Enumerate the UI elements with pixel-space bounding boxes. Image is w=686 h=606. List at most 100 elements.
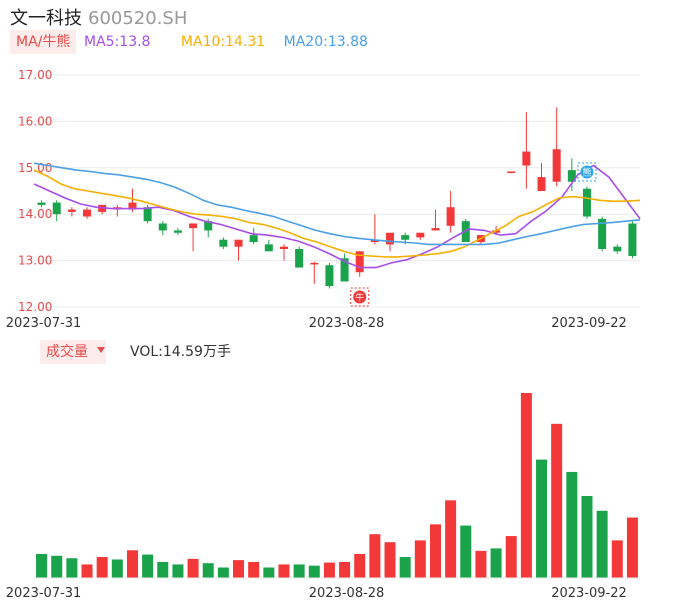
bull-marker-badge (353, 290, 367, 304)
bear-marker-badge (580, 165, 594, 179)
volume-bar (626, 517, 638, 578)
volume-bar (187, 558, 199, 578)
candle-body (325, 265, 334, 287)
ma-toggle-button[interactable]: MA/牛熊 (10, 30, 77, 54)
candle-body (628, 223, 637, 256)
volume-bar (36, 553, 48, 578)
volume-value: VOL:14.59万手 (130, 344, 231, 360)
volume-bar (460, 525, 472, 578)
candle-body (355, 251, 364, 273)
volume-bar (217, 567, 229, 578)
price-tick-label: 13.00 (18, 254, 52, 268)
volume-bar (111, 559, 123, 578)
ma20-label: MA20:13.88 (283, 34, 368, 50)
stock-code: 600520.SH (88, 8, 188, 29)
ma5-line (33, 164, 641, 269)
volume-bar (505, 536, 517, 578)
volume-bar (596, 510, 608, 578)
volume-toggle-button[interactable]: 成交量 (40, 340, 106, 364)
candle-body (234, 239, 243, 247)
price-date-label: 2023-07-31 (6, 316, 82, 331)
candle-body (340, 258, 349, 282)
volume-bar (81, 564, 93, 578)
price-date-label: 2023-09-22 (551, 316, 627, 331)
volume-bar (278, 564, 290, 578)
candle-body (567, 170, 576, 182)
price-tick-label: 12.00 (18, 300, 52, 314)
candle-body (416, 232, 425, 238)
price-tick-label: 16.00 (18, 114, 52, 128)
volume-bar (263, 567, 275, 578)
candle-body (128, 202, 137, 210)
candle-body (446, 207, 455, 226)
volume-bar (445, 500, 457, 578)
volume-bar (475, 550, 487, 578)
ma-legend: MA5:13.8 MA10:14.31 MA20:13.88 (84, 30, 382, 54)
candle-body (613, 246, 622, 252)
candle-body (431, 228, 440, 231)
volume-bar (126, 550, 138, 578)
candle-body (249, 235, 258, 243)
candle-body (204, 221, 213, 231)
candle-body (158, 223, 167, 231)
price-tick-label: 17.00 (18, 68, 52, 82)
candle-body (279, 246, 288, 249)
volume-toggle-label: 成交量 (46, 344, 88, 360)
candle-body (310, 262, 319, 265)
volume-date-label: 2023-07-31 (6, 586, 82, 601)
volume-bar (308, 565, 320, 578)
volume-bar (293, 564, 305, 578)
volume-bar (520, 393, 532, 578)
candle-body (295, 249, 304, 268)
candle-body (598, 218, 607, 249)
volume-bar (399, 557, 411, 578)
candle-body (492, 230, 501, 233)
candle-body (386, 232, 395, 245)
bear-marker-frame (577, 162, 597, 182)
volume-date-label: 2023-09-22 (551, 586, 627, 601)
chevron-down-icon[interactable] (97, 347, 105, 353)
candle-body (52, 202, 61, 215)
volume-bar (233, 560, 245, 578)
ma10-label: MA10:14.31 (180, 34, 266, 50)
candle-body (552, 149, 561, 182)
candle-body (143, 207, 152, 222)
volume-bar (172, 564, 184, 578)
candle-body (582, 188, 591, 217)
candle-body (264, 244, 273, 252)
volume-bar (96, 557, 108, 578)
volume-bar (51, 555, 63, 578)
candle-body (189, 223, 198, 229)
candle-body (537, 177, 546, 191)
candle-body (507, 171, 516, 174)
bull-marker-glyph: 牛 (355, 292, 364, 304)
stock-title: 文一科技 600520.SH (10, 4, 187, 30)
bull-marker-frame (350, 287, 370, 307)
candle-body (401, 235, 410, 240)
volume-date-label: 2023-08-28 (309, 586, 385, 601)
volume-bar (339, 561, 351, 578)
stock-name: 文一科技 (10, 8, 82, 29)
ma10-line (33, 169, 641, 258)
volume-bar (354, 553, 366, 578)
candle-body (67, 209, 76, 212)
volume-bar (490, 548, 502, 578)
volume-bar (429, 524, 441, 578)
volume-bar (248, 561, 260, 578)
volume-bar (581, 495, 593, 578)
candle-body (37, 202, 46, 205)
price-date-label: 2023-08-28 (309, 316, 385, 331)
ma20-line (33, 162, 641, 246)
volume-bar (66, 558, 78, 578)
volume-bar (536, 459, 548, 578)
bear-marker-glyph: 熊 (582, 167, 591, 179)
candle-body (83, 209, 92, 217)
volume-bar (157, 561, 169, 578)
volume-bar (323, 562, 335, 578)
price-tick-label: 14.00 (18, 207, 52, 221)
volume-bar (414, 540, 426, 578)
volume-bar (142, 554, 154, 578)
volume-bar (566, 471, 578, 578)
volume-bar (551, 423, 563, 578)
candle-body (173, 230, 182, 233)
